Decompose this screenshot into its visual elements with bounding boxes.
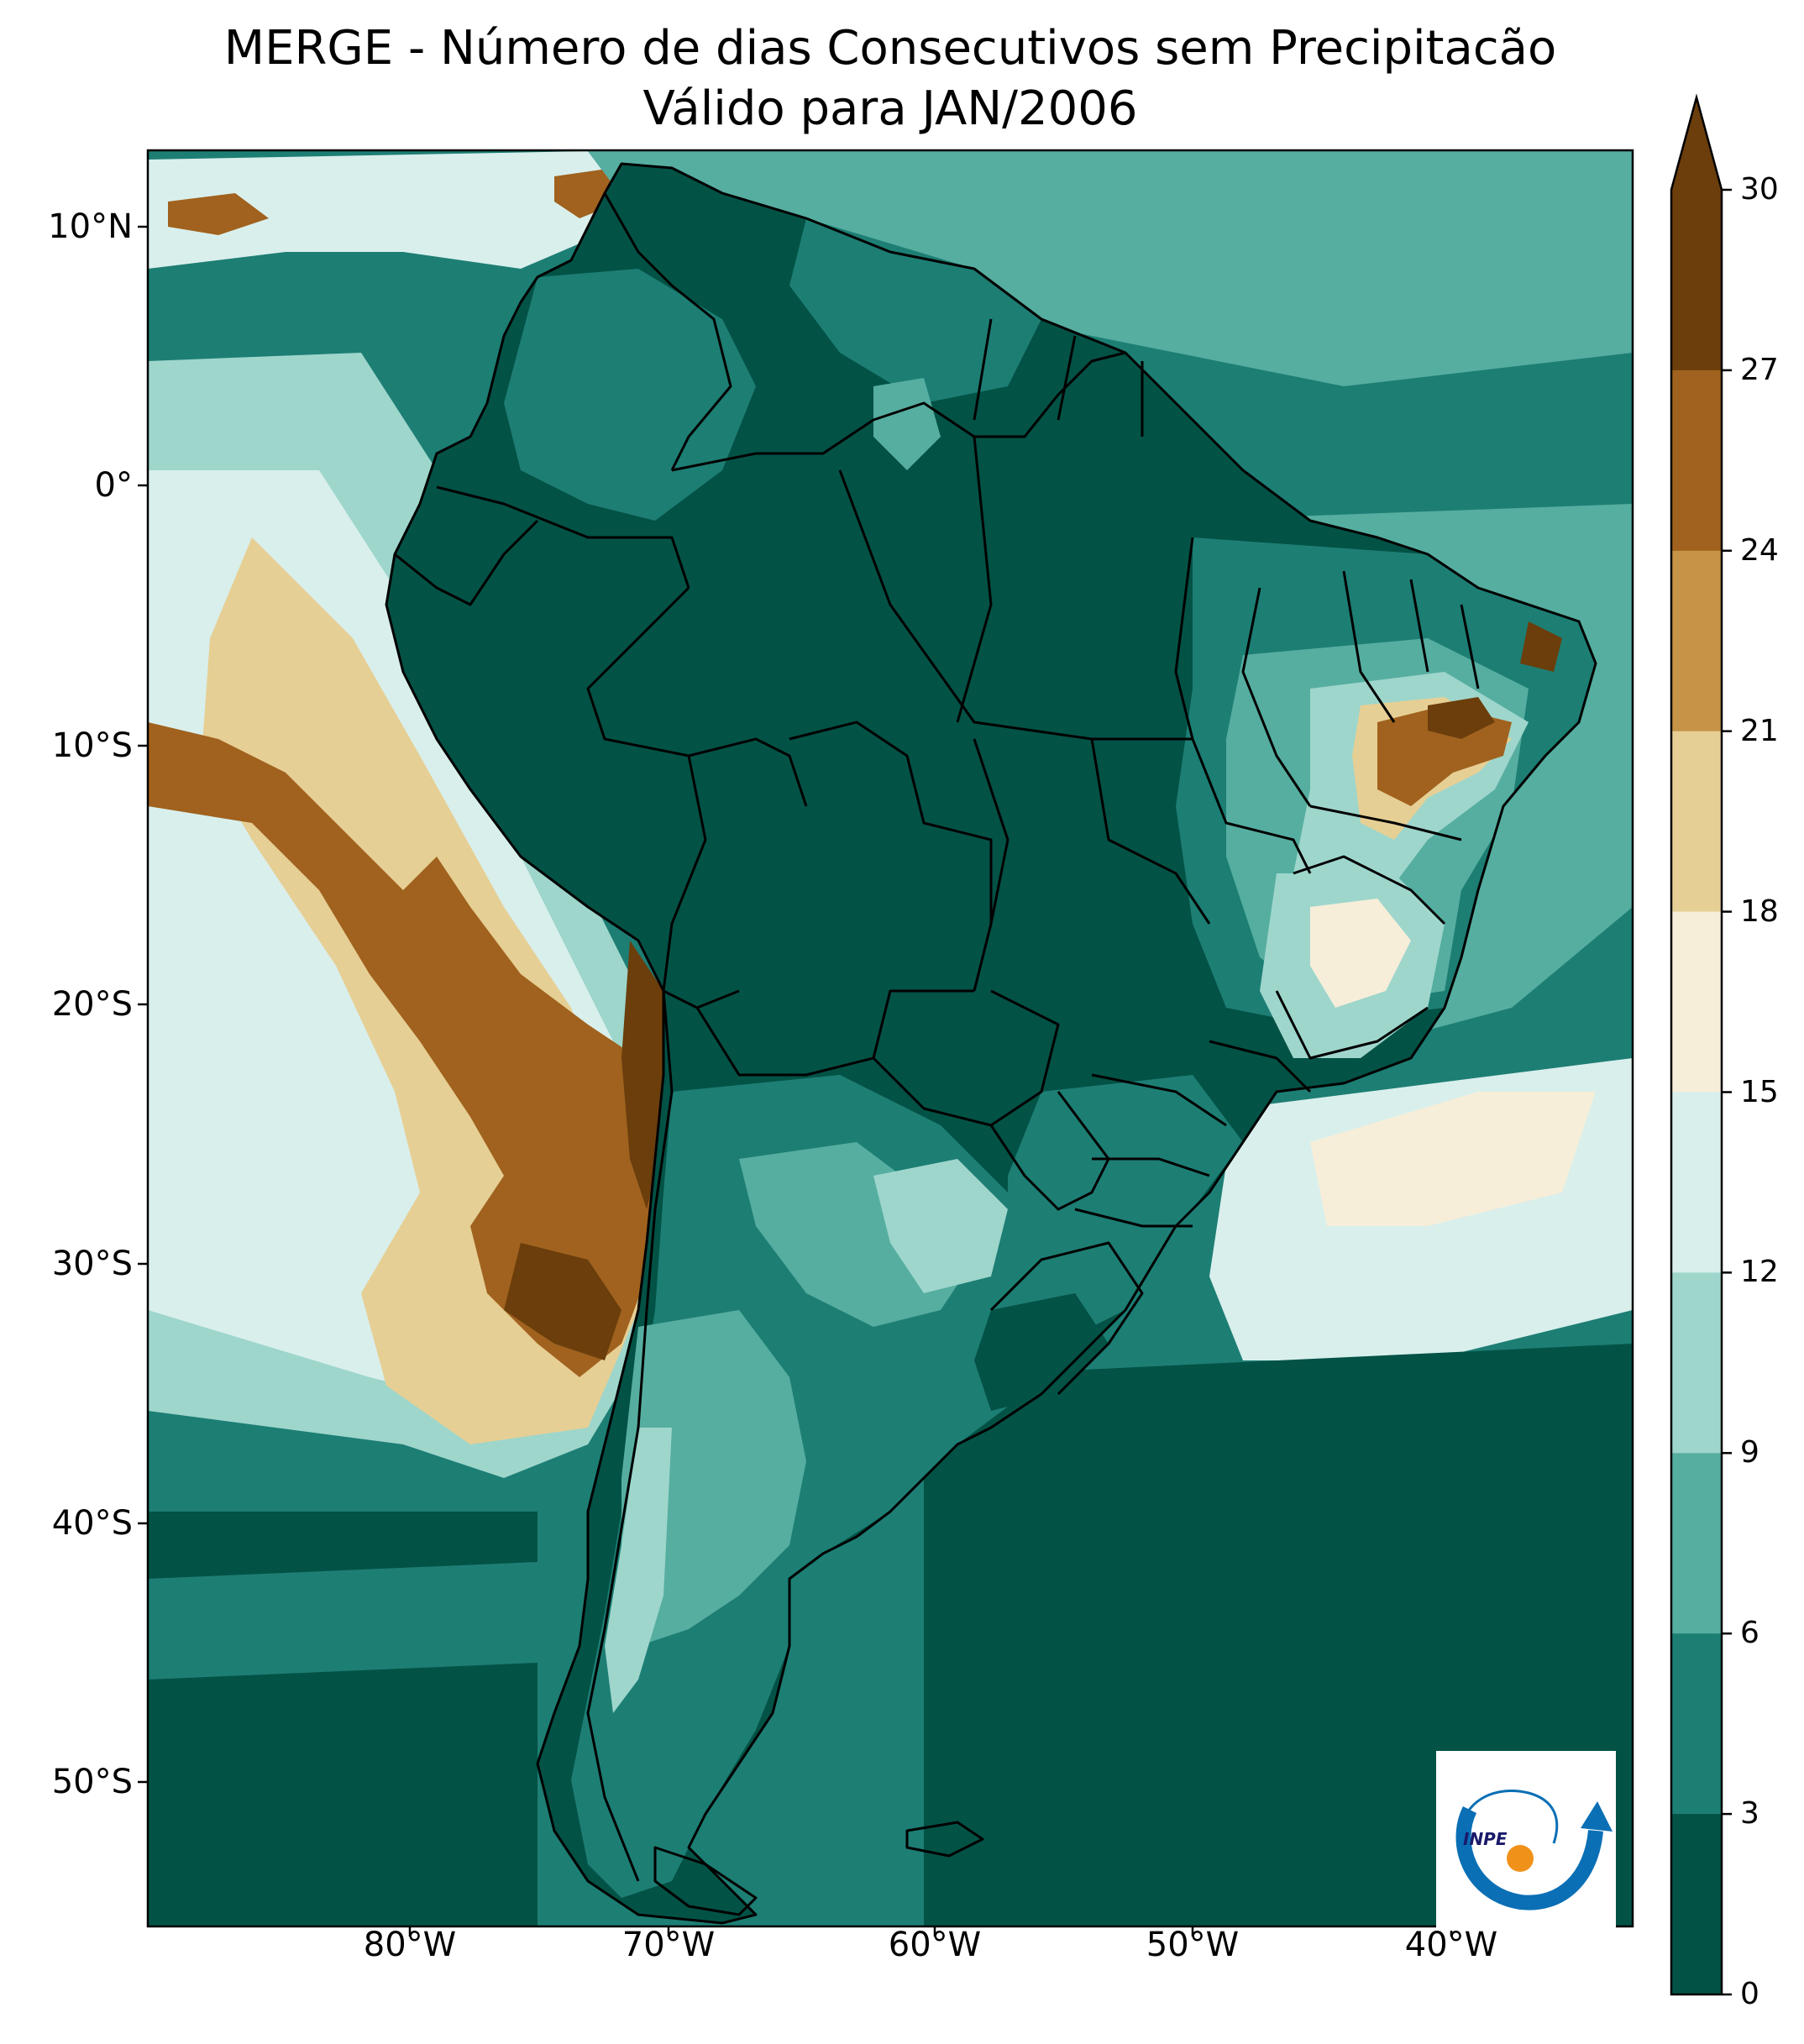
border-peru-bolivia-chile <box>662 755 740 1009</box>
lon-label-50w: 50°W <box>1146 1926 1240 1964</box>
lon-label-80w: 80°W <box>363 1926 457 1964</box>
border-colombia-south <box>436 485 690 589</box>
colorbar-segment <box>1671 1453 1722 1634</box>
border-brazil-states-north <box>838 436 1194 741</box>
border-brazil-states-southeast <box>1091 855 1446 1127</box>
lat-label-10n: 10°N <box>48 207 133 246</box>
colorbar-tick-label: 21 <box>1740 713 1779 748</box>
minas-high <box>1310 899 1411 1008</box>
lat-label-20s: 20°S <box>51 985 133 1024</box>
amazon-west-moderate <box>504 269 756 521</box>
border-guianas <box>973 318 1144 437</box>
continent-outline <box>385 162 1597 1925</box>
precipitation-field <box>148 150 1633 1926</box>
colorbar-segment <box>1671 911 1722 1093</box>
colorbar-segment <box>1671 190 1722 371</box>
border-brazil-states-south <box>1074 1157 1210 1228</box>
colorbar-extend-arrow <box>1671 97 1722 190</box>
southern-pacific-band <box>148 1562 538 1680</box>
atlantic-south-high <box>1310 1092 1596 1226</box>
logo-text: INPE <box>1463 1829 1508 1849</box>
argentina-light <box>873 1159 1008 1293</box>
logo-sun-icon <box>1507 1845 1534 1872</box>
falkland-islands <box>905 1821 984 1858</box>
border-brazil-states-center <box>973 738 1312 925</box>
pacific-dry-core <box>148 722 663 1377</box>
colorbar-tick-label: 0 <box>1740 1977 1759 2011</box>
colorbar-tick-label: 24 <box>1740 532 1779 568</box>
lat-label-40s: 40°S <box>51 1504 133 1543</box>
colorbar-segments <box>1671 190 1722 1995</box>
northeast-core <box>1428 621 1562 739</box>
border-bolivia-south <box>695 989 974 1077</box>
pacific-extreme-core <box>504 941 672 1360</box>
andes-strip <box>605 1428 672 1713</box>
border-colombia-venezuela <box>603 192 732 471</box>
border-brazil-north <box>671 351 1126 472</box>
plot-frame <box>146 149 1634 1928</box>
logo-orbit-arc <box>1455 1806 1603 1910</box>
border-uruguay <box>989 1241 1144 1396</box>
colorbar-tick-label: 27 <box>1740 352 1779 387</box>
map-title: MERGE - Número de dias Consecutivos sem … <box>223 21 1557 76</box>
colorbar-tick-label: 18 <box>1740 894 1779 929</box>
lat-label-10s: 10°S <box>51 726 133 765</box>
border-paraguay <box>872 989 1060 1127</box>
caribbean-dry-zone <box>148 151 638 269</box>
caribbean-extreme-spot <box>168 168 621 235</box>
lon-label-60w: 60°W <box>888 1926 982 1964</box>
lat-label-50s: 50°S <box>51 1763 133 1801</box>
colorbar-ticks <box>1722 188 1732 1996</box>
map-subtitle: Válido para JAN/2006 <box>642 81 1138 136</box>
border-chile-argentina <box>586 990 674 1882</box>
atlantic-north-band <box>588 151 1633 386</box>
colorbar-tick-label: 12 <box>1740 1255 1779 1290</box>
inpe-logo-graphic: INPE <box>1455 1789 1613 1910</box>
border-brazil-peru <box>586 586 808 807</box>
colorbar-segment <box>1671 1814 1722 1995</box>
south-brazil-moderate <box>1008 1075 1243 1344</box>
country-borders <box>385 162 1597 1925</box>
roraima-light <box>873 378 941 470</box>
logo-swirl <box>1460 1789 1559 1844</box>
lat-label-30s: 30°S <box>51 1245 133 1283</box>
uruguay-dark <box>974 1293 1109 1411</box>
colorbar-tick-label: 6 <box>1740 1616 1759 1651</box>
colorbar-tick-label: 30 <box>1740 172 1779 207</box>
colorbar <box>1670 93 1732 1996</box>
patagonia-dry <box>621 1310 806 1646</box>
tierra-del-fuego <box>653 1846 758 1916</box>
lon-label-70w: 70°W <box>621 1926 716 1964</box>
border-argentina-brazil <box>989 1091 1110 1211</box>
colorbar-tick-label: 15 <box>1740 1074 1779 1109</box>
border-ecuador-peru <box>394 519 539 606</box>
colorbar-segment <box>1671 550 1722 732</box>
colorbar-segment <box>1671 1092 1722 1273</box>
border-brazil-states-northeast <box>1241 570 1480 841</box>
logo-arrow-icon <box>1581 1801 1613 1832</box>
lat-ticks <box>138 225 148 1784</box>
inpe-logo: INPE <box>1436 1751 1616 1931</box>
colorbar-segment <box>1671 369 1722 552</box>
lat-label-0: 0° <box>94 466 133 505</box>
colorbar-segment <box>1671 1633 1722 1815</box>
lon-label-40w: 40°W <box>1404 1926 1498 1964</box>
colorbar-tick-label: 3 <box>1740 1796 1759 1832</box>
colorbar-tick-label: 9 <box>1740 1435 1759 1470</box>
colorbar-segment <box>1671 1272 1722 1454</box>
guiana-moderate <box>789 218 1041 403</box>
colorbar-segment <box>1671 731 1722 913</box>
